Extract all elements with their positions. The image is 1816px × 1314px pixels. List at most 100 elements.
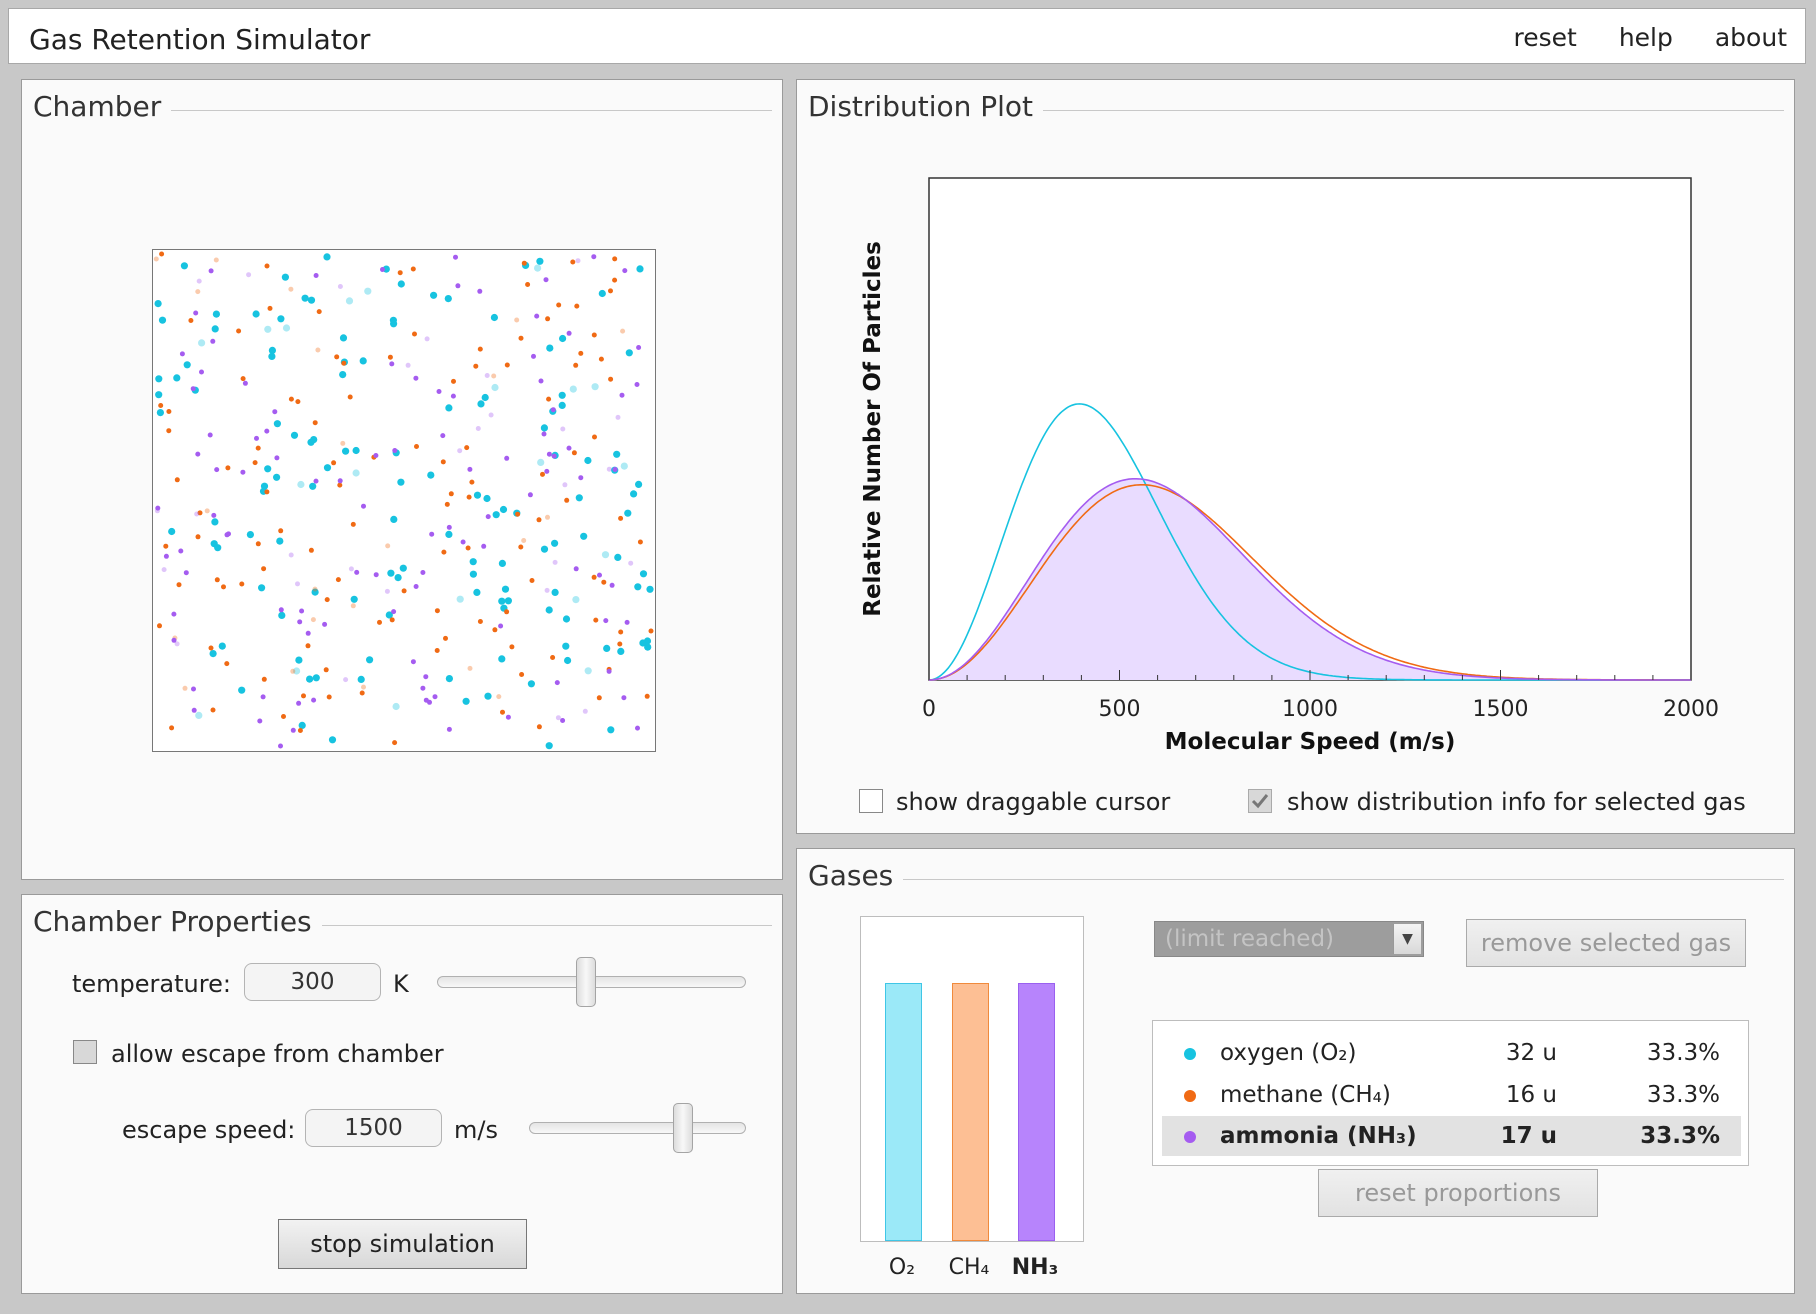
methane-particle	[518, 544, 524, 550]
ammonia-particle	[384, 588, 390, 594]
oxygen-particle	[545, 742, 553, 750]
oxygen-particle	[551, 539, 559, 547]
oxygen-particle	[394, 574, 402, 582]
methane-particle	[297, 728, 303, 733]
chevron-down-icon[interactable]: ▼	[1393, 924, 1421, 954]
methane-particle	[225, 465, 231, 471]
methane-particle	[414, 444, 419, 449]
oxygen-particle	[477, 400, 485, 408]
oxygen-particle	[546, 344, 554, 352]
ammonia-particle	[257, 718, 263, 724]
draggable-cursor-checkbox[interactable]	[859, 789, 883, 813]
methane-particle	[598, 356, 604, 362]
ammonia-particle	[531, 353, 536, 359]
methane-particle	[467, 665, 473, 671]
series-line-2	[929, 478, 1691, 681]
oxygen-particle	[617, 647, 625, 655]
methane-particle	[525, 282, 531, 287]
ammonia-particle	[541, 431, 547, 437]
gas-list-item[interactable]: oxygen (O₂) 32 u 33.3%	[1162, 1033, 1741, 1073]
methane-bar[interactable]	[952, 983, 989, 1241]
ammonia-particle	[609, 582, 615, 588]
reset-proportions-button[interactable]: reset proportions	[1318, 1169, 1598, 1217]
ammonia-particle	[199, 369, 204, 375]
methane-particle	[281, 714, 286, 719]
oxygen-particle	[630, 490, 638, 498]
ammonia-particle	[211, 512, 217, 518]
ammonia-particle	[552, 559, 558, 565]
ammonia-bar[interactable]	[1018, 983, 1055, 1241]
oxygen-particle	[278, 611, 286, 619]
methane-particle	[545, 514, 550, 520]
gas-list: oxygen (O₂) 32 u 33.3% methane (CH₄) 16 …	[1152, 1020, 1749, 1166]
ammonia-particle	[575, 258, 581, 264]
methane-particle	[240, 376, 246, 382]
methane-particle	[324, 597, 330, 603]
ammonia-particle	[260, 694, 266, 700]
oxygen-particle	[575, 494, 583, 502]
ammonia-particle	[467, 466, 473, 472]
reset-menu-item[interactable]: reset	[1513, 23, 1577, 52]
methane-particle	[157, 623, 162, 629]
ammonia-particle	[612, 467, 618, 472]
ammonia-particle	[224, 532, 230, 538]
ammonia-particle	[578, 475, 584, 481]
oxygen-particle	[639, 570, 648, 578]
methane-particle	[195, 289, 201, 295]
distribution-plot-panel: Distribution Plot 0 500 1000 1500 2000 Relat…	[796, 79, 1795, 834]
escape-speed-field[interactable]: 1500	[305, 1109, 442, 1147]
methane-particle	[305, 643, 311, 649]
stop-simulation-button[interactable]: stop simulation	[278, 1219, 527, 1269]
gas-mass: 32 u	[1505, 1040, 1557, 1066]
ammonia-particle	[455, 283, 461, 289]
methane-particle	[210, 707, 216, 713]
oxygen-particle	[328, 736, 337, 744]
methane-particle	[518, 335, 524, 341]
ammonia-particle	[391, 609, 397, 615]
gas-dropdown-value: (limit reached)	[1165, 926, 1335, 952]
methane-particle	[451, 378, 456, 384]
ammonia-particle	[573, 566, 579, 572]
escape-speed-slider[interactable]	[529, 1122, 746, 1134]
draggable-cursor-label: show draggable cursor	[896, 788, 1171, 816]
gas-dropdown[interactable]: (limit reached) ▼	[1154, 921, 1424, 957]
methane-particle	[239, 581, 245, 587]
ammonia-particle	[615, 414, 621, 420]
oxygen-particle	[444, 295, 452, 303]
ammonia-particle	[450, 393, 456, 399]
ammonia-particle	[254, 435, 259, 441]
methane-particle	[514, 317, 520, 323]
methane-particle	[592, 434, 597, 440]
divider	[809, 879, 1784, 880]
distribution-info-checkbox[interactable]	[1248, 789, 1272, 813]
oxygen-particle	[483, 494, 491, 503]
ammonia-particle	[305, 630, 311, 636]
ammonia-particle	[174, 641, 180, 647]
methane-particle	[290, 668, 296, 674]
remove-selected-gas-button[interactable]: remove selected gas	[1466, 919, 1746, 967]
escape-checkbox[interactable]	[73, 1040, 97, 1064]
gas-list-item-selected[interactable]: ammonia (NH₃) 17 u 33.3%	[1162, 1116, 1741, 1156]
oxygen-particle	[158, 316, 167, 324]
escape-speed-slider-thumb[interactable]	[672, 1103, 693, 1153]
oxygen-particle	[562, 642, 570, 650]
methane-particle	[617, 641, 623, 647]
help-menu-item[interactable]: help	[1618, 23, 1673, 52]
ammonia-particle	[242, 380, 248, 386]
oxygen-particle	[551, 588, 559, 596]
methane-particle	[255, 541, 261, 547]
methane-particle	[573, 362, 579, 368]
about-menu-item[interactable]: about	[1714, 23, 1787, 52]
methane-particle	[593, 617, 599, 623]
ammonia-particle	[440, 433, 446, 439]
gas-list-item[interactable]: methane (CH₄) 16 u 33.3%	[1162, 1075, 1741, 1115]
oxygen-particle	[352, 469, 360, 477]
oxygen-particle	[498, 559, 506, 567]
methane-particle	[556, 302, 562, 308]
ammonia-particle	[544, 587, 550, 593]
methane-particle	[477, 619, 483, 624]
temperature-slider-thumb[interactable]	[575, 957, 596, 1007]
ammonia-particle	[191, 707, 197, 713]
temperature-field[interactable]: 300	[244, 963, 381, 1001]
oxygen-bar[interactable]	[885, 983, 922, 1241]
